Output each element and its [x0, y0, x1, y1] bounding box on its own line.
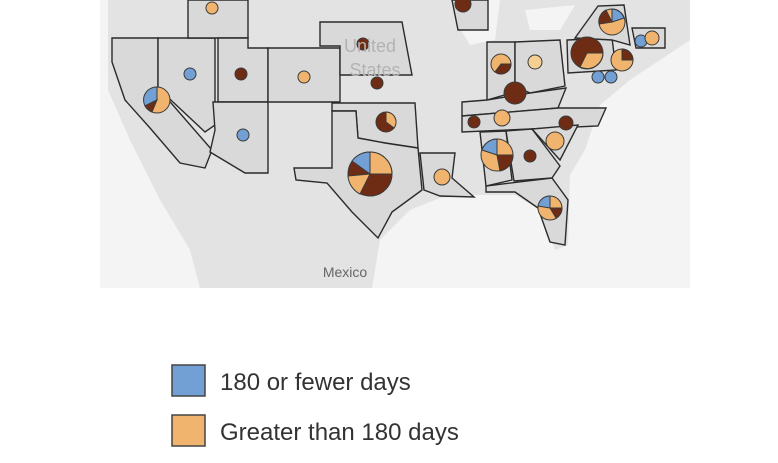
marker [493, 109, 511, 127]
pie-markers [143, 0, 660, 221]
marker [523, 149, 537, 163]
marker [545, 131, 565, 151]
country-label: United [344, 36, 396, 56]
marker [644, 30, 660, 46]
marker [494, 63, 512, 75]
marker [234, 67, 248, 81]
map: United States Mexico [100, 0, 690, 288]
marker [591, 70, 605, 84]
marker [356, 37, 370, 51]
marker [370, 76, 384, 90]
marker [621, 48, 634, 61]
marker [347, 173, 371, 195]
marker [236, 128, 250, 142]
legend-label: 180 or fewer days [220, 369, 411, 396]
marker [549, 207, 563, 219]
marker [496, 154, 514, 172]
legend-swatch [171, 414, 206, 447]
marker [454, 0, 472, 13]
marker [297, 70, 311, 84]
legend: 180 or fewer days Greater than 180 days [171, 364, 459, 447]
marker [579, 52, 604, 70]
marker [527, 54, 543, 70]
marker [467, 115, 481, 129]
marker [144, 98, 158, 113]
state [485, 177, 569, 246]
marker [558, 115, 574, 131]
legend-swatch [171, 364, 206, 397]
marker [604, 70, 618, 84]
marker [481, 138, 498, 156]
marker [433, 168, 451, 186]
baja [190, 200, 330, 288]
country-label: States [349, 60, 400, 80]
marker [611, 8, 625, 23]
neighbor-label: Mexico [323, 264, 368, 280]
marker [598, 9, 613, 25]
marker [537, 195, 551, 209]
marker [369, 151, 393, 175]
legend-label: Greater than 180 days [220, 419, 459, 446]
marker [351, 151, 371, 175]
marker [385, 111, 397, 129]
marker [503, 81, 527, 105]
marker [205, 1, 219, 15]
marker [183, 67, 197, 81]
